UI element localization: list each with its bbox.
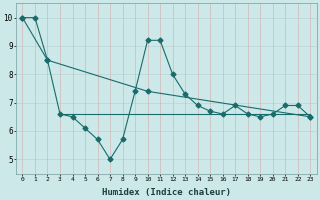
X-axis label: Humidex (Indice chaleur): Humidex (Indice chaleur)	[102, 188, 231, 197]
